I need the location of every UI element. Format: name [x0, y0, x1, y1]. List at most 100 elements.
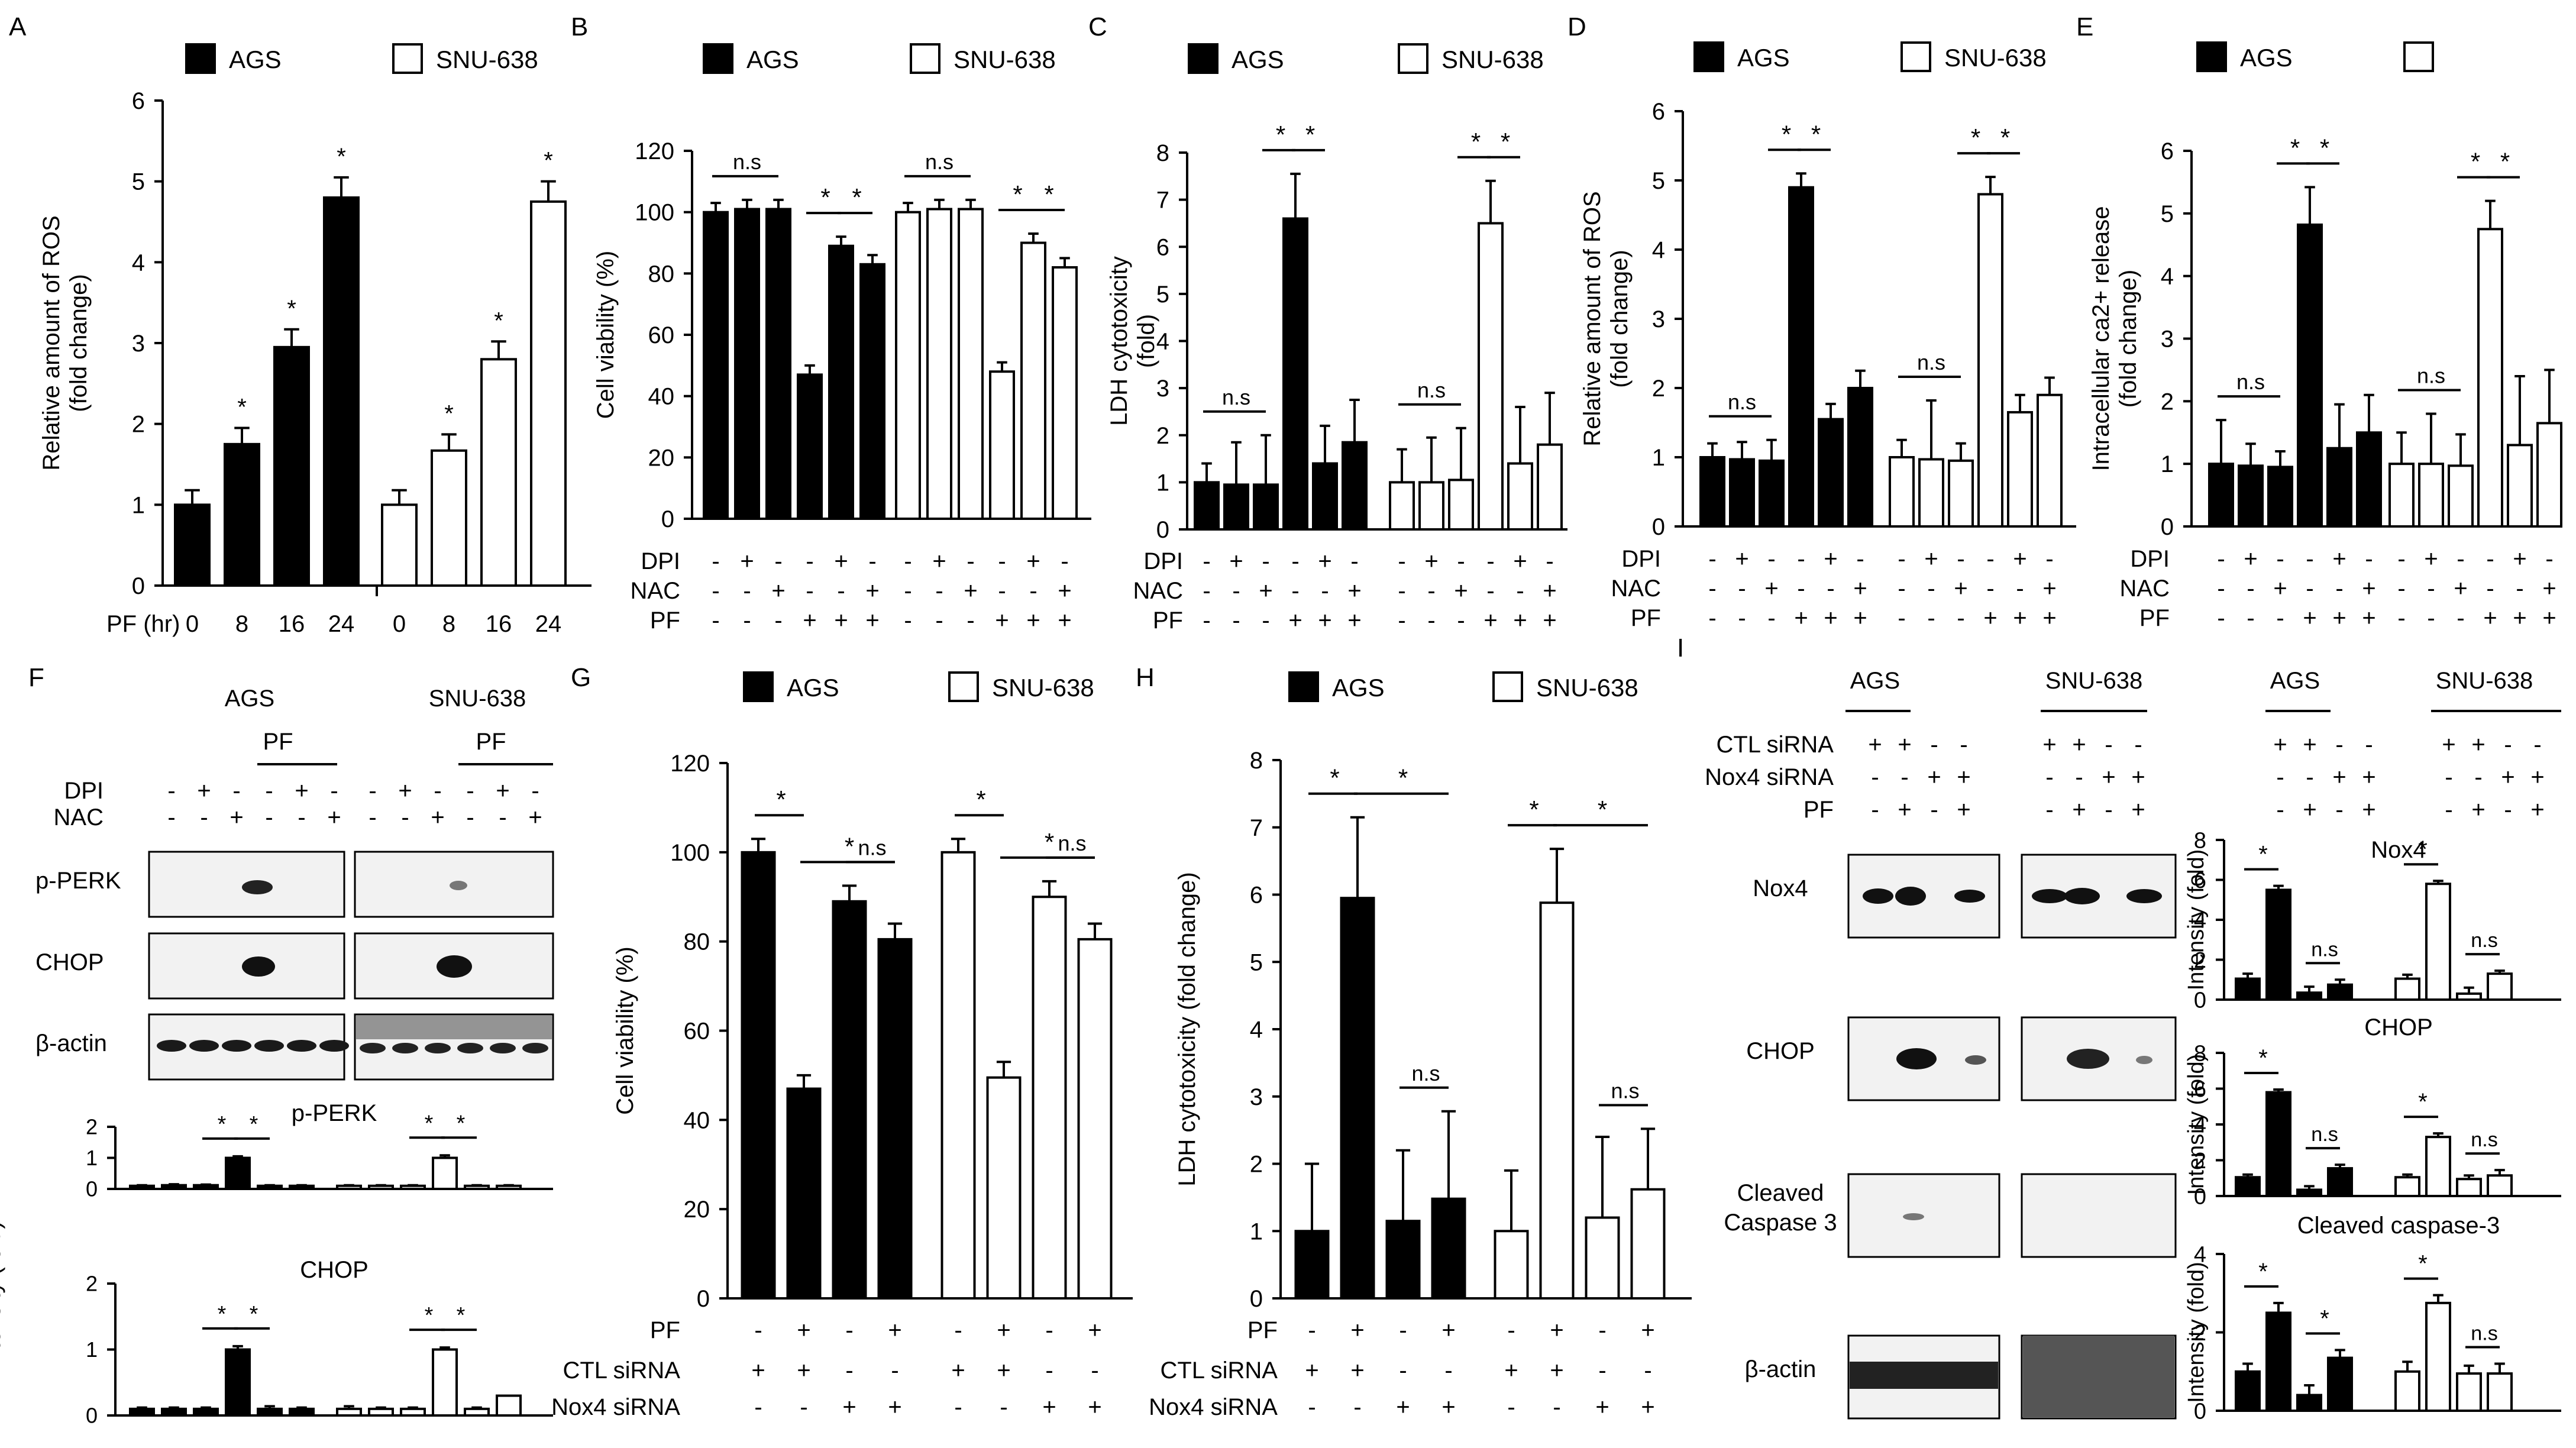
- panel-A: 0 1 2 3 4 5 6 * * * * * * Relative amount of ROS (fold…: [38, 43, 592, 637]
- row-sign: -: [800, 1394, 807, 1420]
- panel-B: 0 20 40 60 80 100 120 n.s * * n.s * * Cell viability …: [593, 43, 1091, 634]
- bracket-label: n.s: [925, 150, 954, 174]
- y-tick-label: 3: [1250, 1084, 1263, 1110]
- row-sign: -: [954, 1394, 962, 1420]
- band: [189, 1040, 219, 1052]
- y-tick-label: 80: [684, 929, 710, 955]
- row-sign: -: [1045, 1317, 1053, 1343]
- bar: [400, 1407, 426, 1417]
- y-axis-label: (fold change): [66, 274, 92, 412]
- y-tick-label: 0: [1156, 517, 1169, 543]
- row-label: DPI: [641, 548, 680, 574]
- y-axis-label: (fold change): [2115, 270, 2141, 408]
- bar: [2456, 992, 2482, 1001]
- row-sign: -: [1930, 732, 1938, 758]
- row-sign: -: [2075, 764, 2083, 790]
- panel-D: 0 1 2 3 4 5 6 n.s * * n.s * * Relative amount of ROS(…: [1579, 41, 2076, 631]
- bar: [1759, 459, 1785, 528]
- row-sign: +: [2013, 605, 2026, 631]
- row-sign: -: [1507, 1317, 1515, 1343]
- bar: [2208, 463, 2234, 528]
- bar: [2388, 463, 2415, 528]
- band: [222, 1040, 251, 1052]
- row-sign: -: [1986, 546, 1994, 572]
- row-sign: -: [167, 804, 175, 830]
- bar: [480, 358, 517, 587]
- row-label: DPI: [1621, 546, 1661, 572]
- row-sign: +: [2042, 605, 2056, 631]
- row-sign: -: [1398, 607, 1405, 634]
- bar: [193, 1407, 219, 1417]
- row-sign: -: [1398, 578, 1405, 604]
- bar: [786, 1087, 822, 1300]
- x-tick-label: 16: [486, 611, 512, 637]
- y-tick-label: 2: [2194, 1321, 2206, 1346]
- row-sign: -: [167, 778, 175, 804]
- y-tick-label: 1: [86, 1337, 98, 1362]
- band: [157, 1040, 186, 1052]
- row-sign: -: [2105, 732, 2112, 758]
- bar: [2265, 1091, 2291, 1198]
- row-sign: +: [888, 1317, 901, 1343]
- y-tick-label: 2: [132, 412, 145, 438]
- row-label: CTL siRNA: [1716, 732, 1834, 758]
- row-sign: -: [1029, 578, 1037, 604]
- treatment-label: PF: [476, 729, 506, 755]
- bar: [2425, 1136, 2451, 1198]
- row-sign: +: [888, 1394, 901, 1420]
- y-tick-label: 6: [2161, 138, 2174, 164]
- legend-swatch: [948, 671, 979, 702]
- bracket-label: *: [1276, 121, 1285, 148]
- row-sign: -: [1767, 605, 1775, 631]
- row-label: DPI: [1143, 548, 1183, 574]
- row-sign: -: [967, 548, 974, 574]
- row-sign: -: [1507, 1394, 1515, 1420]
- band: [319, 1040, 349, 1052]
- protein-label: p-PERK: [35, 868, 121, 894]
- panel-letter: D: [1567, 12, 1586, 41]
- row-sign: -: [1427, 607, 1435, 634]
- row-sign: -: [1486, 578, 1494, 604]
- bracket-label: *: [852, 183, 861, 211]
- bracket-label: n.s: [1411, 1061, 1440, 1085]
- row-sign: +: [1550, 1317, 1563, 1343]
- row-label: Nox4 siRNA: [551, 1394, 680, 1420]
- row-sign: -: [2427, 576, 2435, 602]
- significance-mark: *: [444, 400, 454, 426]
- bar: [1847, 387, 1873, 528]
- y-tick-label: 1: [1156, 470, 1169, 496]
- row-sign: +: [2471, 797, 2485, 823]
- row-sign: +: [1595, 1394, 1609, 1420]
- cell-line-label: SNU-638: [429, 686, 526, 712]
- legend-label: AGS: [1332, 674, 1385, 702]
- row-sign: -: [2045, 764, 2053, 790]
- bracket-label: *: [1398, 764, 1408, 792]
- row-sign: +: [1735, 546, 1748, 572]
- row-label: PF: [2139, 605, 2170, 631]
- row-sign: +: [1042, 1394, 1056, 1420]
- bar: [1630, 1188, 1666, 1300]
- row-sign: -: [1399, 1317, 1407, 1343]
- row-sign: -: [1045, 1358, 1053, 1384]
- bar: [2267, 466, 2293, 528]
- bracket-label: *: [425, 1111, 434, 1136]
- bar: [1818, 418, 1844, 528]
- bar: [530, 200, 567, 587]
- bar: [381, 503, 418, 587]
- y-tick-label: 20: [684, 1197, 710, 1223]
- y-tick-label: 6: [1156, 234, 1169, 260]
- y-axis-label: (fold change): [1607, 250, 1633, 387]
- row-sign: +: [1454, 578, 1468, 604]
- bar: [1494, 1230, 1529, 1300]
- band: [2064, 888, 2100, 904]
- row-sign: +: [2131, 764, 2145, 790]
- band: [1903, 1213, 1924, 1220]
- protein-label: Cleaved: [1737, 1180, 1824, 1206]
- band: [450, 881, 467, 890]
- row-sign: -: [1927, 605, 1935, 631]
- x-tick-label: 8: [442, 611, 455, 637]
- row-sign: +: [2303, 732, 2316, 758]
- row-sign: -: [2365, 732, 2373, 758]
- row-sign: -: [2397, 605, 2405, 631]
- y-tick-label: 80: [648, 261, 675, 287]
